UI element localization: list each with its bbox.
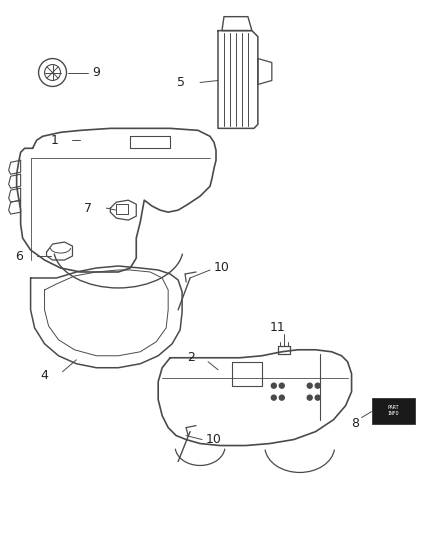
Text: 10: 10	[206, 433, 222, 446]
Text: PART
INFO: PART INFO	[388, 405, 399, 416]
FancyBboxPatch shape	[371, 398, 415, 424]
Text: 11: 11	[270, 321, 286, 334]
Text: 10: 10	[214, 262, 230, 274]
Circle shape	[271, 383, 276, 388]
Text: 9: 9	[92, 66, 100, 79]
Circle shape	[307, 395, 312, 400]
Circle shape	[315, 383, 320, 388]
Circle shape	[307, 383, 312, 388]
Circle shape	[279, 395, 284, 400]
Circle shape	[279, 383, 284, 388]
Text: 7: 7	[85, 201, 92, 215]
Text: 4: 4	[41, 369, 49, 382]
Circle shape	[271, 395, 276, 400]
Text: 1: 1	[51, 134, 59, 147]
Text: 8: 8	[352, 417, 360, 430]
Text: 2: 2	[187, 351, 195, 364]
Text: 5: 5	[177, 76, 185, 89]
Circle shape	[315, 395, 320, 400]
Text: 6: 6	[15, 249, 23, 263]
